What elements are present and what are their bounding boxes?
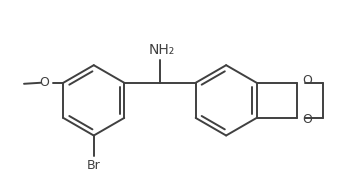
Text: NH₂: NH₂ bbox=[149, 43, 175, 57]
Text: O: O bbox=[302, 114, 312, 127]
Text: O: O bbox=[302, 74, 312, 87]
Text: Br: Br bbox=[87, 159, 101, 172]
Text: O: O bbox=[39, 76, 49, 89]
